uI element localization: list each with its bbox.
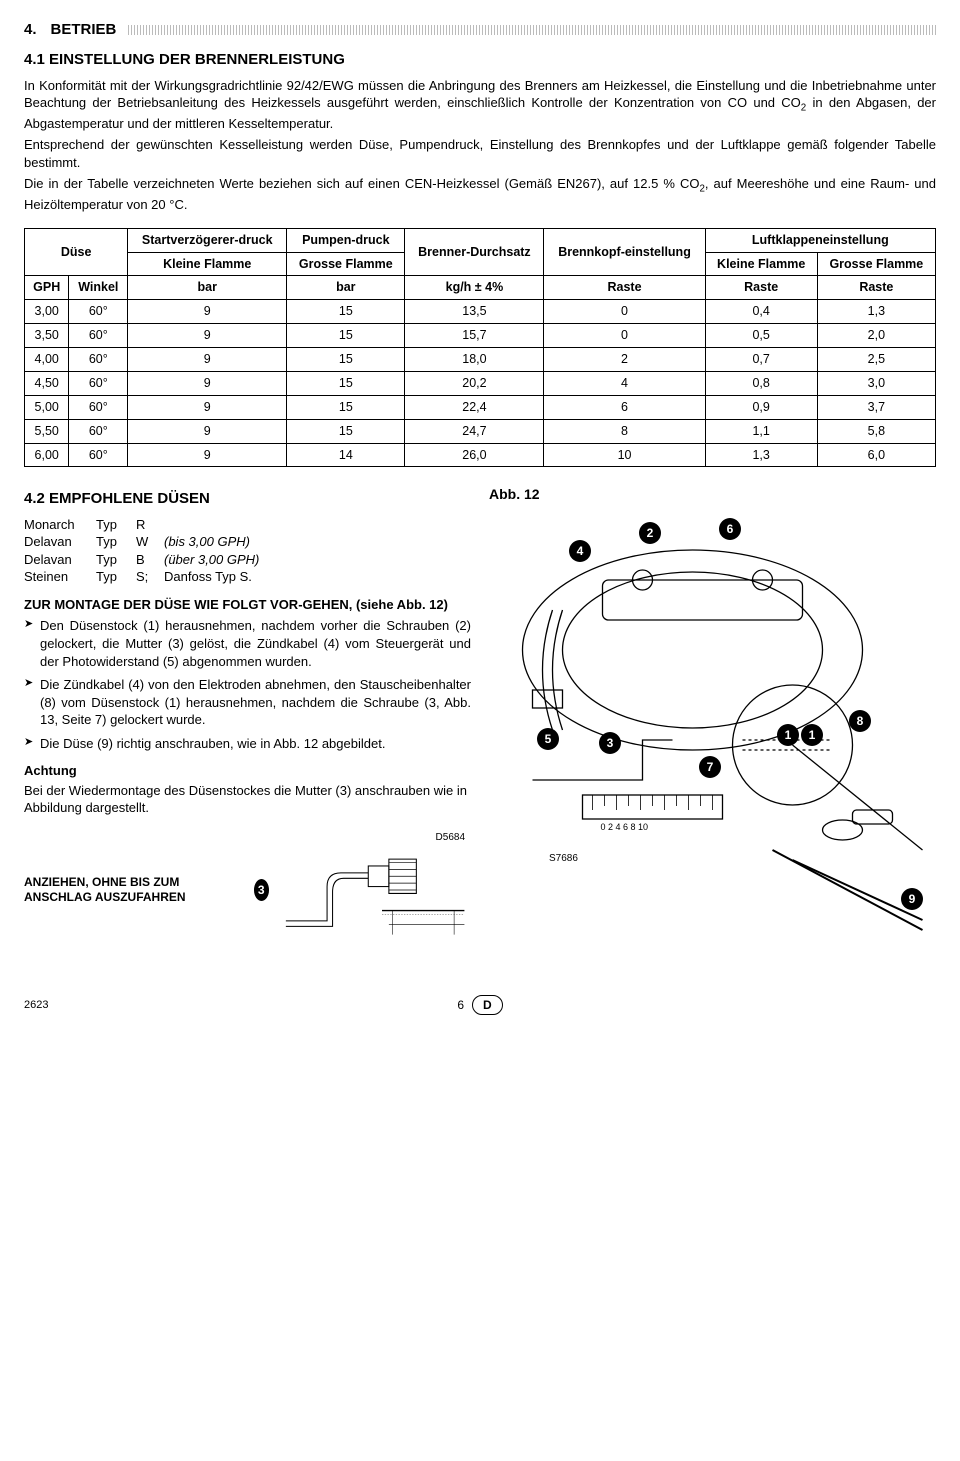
table-row: 3,0060°91513,500,41,3	[25, 300, 936, 324]
list-item: DelavanTypW(bis 3,00 GPH)	[24, 533, 471, 551]
section-42-left: 4.2 EMPFOHLENE DÜSEN MonarchTypR Delavan…	[24, 485, 471, 954]
table-row: 5,5060°91524,781,15,8	[25, 419, 936, 443]
doc-number: 2623	[24, 998, 48, 1013]
attention-text: Bei der Wiedermontage des Düsenstockes d…	[24, 782, 471, 817]
th-small-2: Kleine Flamme	[705, 252, 817, 276]
mini-figure-svg	[279, 825, 471, 955]
section-42-title: 4.2 EMPFOHLENE DÜSEN	[24, 489, 471, 509]
th-raste-2: Raste	[705, 276, 817, 300]
mini-figure: D5684	[279, 825, 471, 955]
list-item: MonarchTypR	[24, 516, 471, 534]
table-row: 3,5060°91515,700,52,0	[25, 324, 936, 348]
figure-12: 0 2 4 6 8 10 4 2 6 5 3 7 1 1 8 9 S7686	[489, 510, 936, 940]
section-41-body: In Konformität mit der Wirkungsgradricht…	[24, 77, 936, 214]
section-42-right: Abb. 12	[489, 485, 936, 954]
list-item: Die Düse (9) richtig anschrauben, wie in…	[24, 735, 471, 753]
footer: 2623 6 D	[24, 995, 936, 1015]
th-bar-2: bar	[287, 276, 405, 300]
figure-12-label: Abb. 12	[489, 485, 936, 504]
section-4-header: 4. BETRIEB	[24, 20, 936, 40]
table-row: 4,0060°91518,020,72,5	[25, 348, 936, 372]
th-angle: Winkel	[69, 276, 128, 300]
code-s7686: S7686	[549, 852, 578, 866]
table-body: 3,0060°91513,500,41,3 3,5060°91515,700,5…	[25, 300, 936, 467]
nozzle-list: MonarchTypR DelavanTypW(bis 3,00 GPH) De…	[24, 516, 471, 586]
th-small-1: Kleine Flamme	[128, 252, 287, 276]
mount-steps: Den Düsenstock (1) herausnehmen, nachdem…	[24, 617, 471, 752]
settings-table: Düse Startverzögerer-druck Pumpen-druck …	[24, 228, 936, 468]
table-row: 5,0060°91522,460,93,7	[25, 395, 936, 419]
section-42: 4.2 EMPFOHLENE DÜSEN MonarchTypR Delavan…	[24, 485, 936, 954]
section-41-title: 4.1 EINSTELLUNG DER BRENNERLEISTUNG	[24, 50, 936, 70]
list-item: Die Zündkabel (4) von den Elektroden abn…	[24, 676, 471, 729]
th-big-2: Grosse Flamme	[817, 252, 935, 276]
th-bar-1: bar	[128, 276, 287, 300]
scale-text: 0 2 4 6 8 10	[601, 822, 649, 832]
para-1: In Konformität mit der Wirkungsgradricht…	[24, 77, 936, 133]
th-raste-3: Raste	[817, 276, 935, 300]
th-air: Luftklappeneinstellung	[705, 228, 935, 252]
table-row: 6,0060°91426,0101,36,0	[25, 443, 936, 467]
header-rule	[128, 25, 936, 35]
th-burner: Brenner-Durchsatz	[405, 228, 544, 276]
code-d5684: D5684	[436, 831, 465, 845]
th-head: Brennkopf-einstellung	[544, 228, 705, 276]
para-3: Die in der Tabelle verzeichneten Werte b…	[24, 175, 936, 213]
callout-3b: 3	[254, 879, 269, 901]
th-startdelay: Startverzögerer-druck	[128, 228, 287, 252]
th-nozzle: Düse	[25, 228, 128, 276]
lang-badge: D	[472, 995, 503, 1015]
section-4-number: 4.	[24, 20, 37, 40]
th-big-1: Grosse Flamme	[287, 252, 405, 276]
mount-title: ZUR MONTAGE DER DÜSE WIE FOLGT VOR-GEHEN…	[24, 596, 471, 614]
list-item: Den Düsenstock (1) herausnehmen, nachdem…	[24, 617, 471, 670]
page-number: 6	[457, 997, 464, 1013]
list-item: DelavanTypB(über 3,00 GPH)	[24, 551, 471, 569]
attention-title: Achtung	[24, 762, 471, 780]
para-2: Entsprechend der gewünschten Kesselleist…	[24, 136, 936, 171]
section-4-title: BETRIEB	[51, 20, 117, 40]
th-pump: Pumpen-druck	[287, 228, 405, 252]
tighten-text: ANZIEHEN, OHNE BIS ZUM ANSCHLAG AUSZUFAH…	[24, 875, 244, 905]
th-kgh: kg/h ± 4%	[405, 276, 544, 300]
th-gph: GPH	[25, 276, 69, 300]
tighten-row: ANZIEHEN, OHNE BIS ZUM ANSCHLAG AUSZUFAH…	[24, 825, 471, 955]
table-row: 4,5060°91520,240,83,0	[25, 371, 936, 395]
th-raste-1: Raste	[544, 276, 705, 300]
list-item: SteinenTypS;Danfoss Typ S.	[24, 568, 471, 586]
